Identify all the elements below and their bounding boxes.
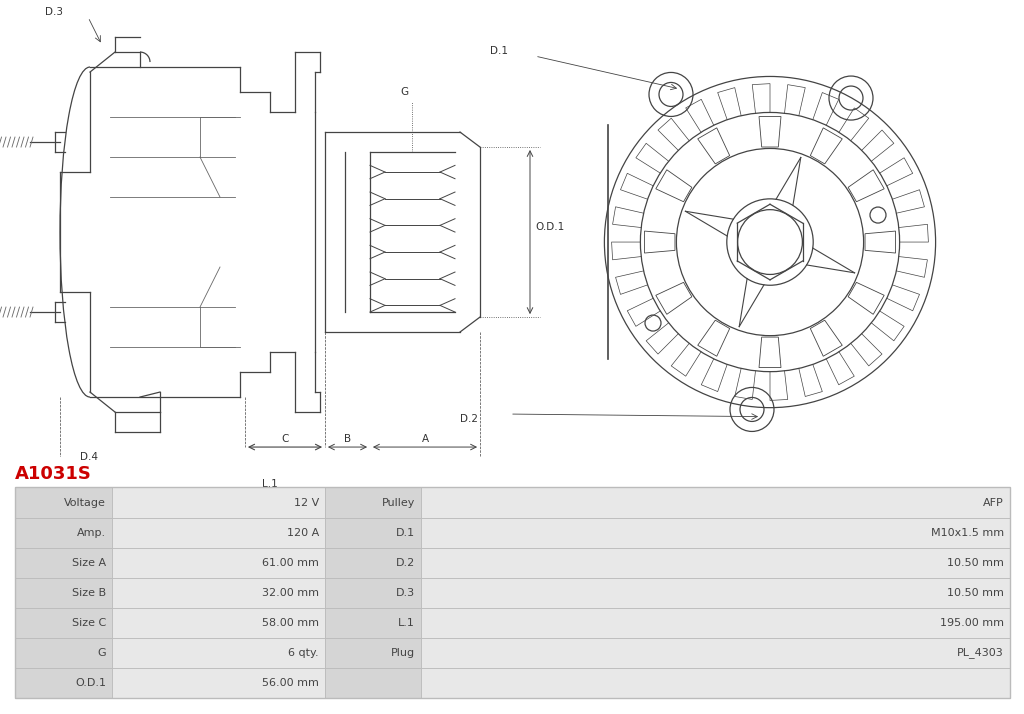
Text: Plug: Plug [391, 648, 415, 658]
Bar [421, 608, 1010, 638]
Text: Amp.: Amp. [77, 528, 106, 538]
Bar [112, 578, 325, 608]
Bar [15, 488, 112, 518]
Text: Size A: Size A [72, 558, 106, 568]
Text: 61.00 mm: 61.00 mm [262, 558, 319, 568]
Text: B: B [344, 434, 351, 444]
Bar [112, 638, 325, 668]
Bar [15, 638, 112, 668]
Bar [421, 638, 1010, 668]
Text: 56.00 mm: 56.00 mm [262, 678, 319, 688]
Bar [325, 638, 421, 668]
Text: M10x1.5 mm: M10x1.5 mm [931, 528, 1004, 538]
Text: Pulley: Pulley [382, 498, 415, 508]
Text: D.2: D.2 [460, 414, 478, 424]
Bar [15, 548, 112, 578]
Bar [421, 548, 1010, 578]
Text: O.D.1: O.D.1 [75, 678, 106, 688]
Bar [112, 488, 325, 518]
Bar [325, 548, 421, 578]
Bar [112, 608, 325, 638]
Text: D.2: D.2 [395, 558, 415, 568]
Text: PL_4303: PL_4303 [957, 648, 1004, 658]
Bar [112, 668, 325, 698]
Text: 120 A: 120 A [287, 528, 319, 538]
Text: C: C [282, 434, 289, 444]
Bar [15, 518, 112, 548]
Text: 58.00 mm: 58.00 mm [262, 618, 319, 628]
Bar [421, 518, 1010, 548]
Bar [15, 488, 1010, 698]
Bar [325, 668, 421, 698]
Text: D.3: D.3 [396, 588, 415, 598]
Text: D.1: D.1 [490, 46, 508, 56]
Text: O.D.1: O.D.1 [535, 222, 564, 232]
Bar [112, 548, 325, 578]
Bar [421, 668, 1010, 698]
Text: D.3: D.3 [45, 7, 63, 17]
Bar [15, 668, 112, 698]
Text: 10.50 mm: 10.50 mm [947, 558, 1004, 568]
Bar [112, 518, 325, 548]
Bar [325, 488, 421, 518]
Text: A1031S: A1031S [15, 466, 92, 483]
Bar [15, 578, 112, 608]
Bar [325, 608, 421, 638]
Text: 10.50 mm: 10.50 mm [947, 588, 1004, 598]
Text: Size C: Size C [72, 618, 106, 628]
Text: D.1: D.1 [396, 528, 415, 538]
Bar [325, 578, 421, 608]
Text: L.1: L.1 [398, 618, 415, 628]
Text: 195.00 mm: 195.00 mm [940, 618, 1004, 628]
Text: G: G [400, 87, 408, 97]
Text: 32.00 mm: 32.00 mm [262, 588, 319, 598]
Bar [421, 578, 1010, 608]
Text: AFP: AFP [983, 498, 1004, 508]
Text: 6 qty.: 6 qty. [289, 648, 319, 658]
Bar [15, 608, 112, 638]
Bar [325, 518, 421, 548]
Text: 12 V: 12 V [294, 498, 319, 508]
Bar [421, 488, 1010, 518]
Text: D.4: D.4 [80, 452, 98, 462]
Text: G: G [97, 648, 106, 658]
Text: L.1: L.1 [262, 479, 278, 489]
Text: Voltage: Voltage [65, 498, 106, 508]
Text: Size B: Size B [72, 588, 106, 598]
Text: A: A [422, 434, 429, 444]
